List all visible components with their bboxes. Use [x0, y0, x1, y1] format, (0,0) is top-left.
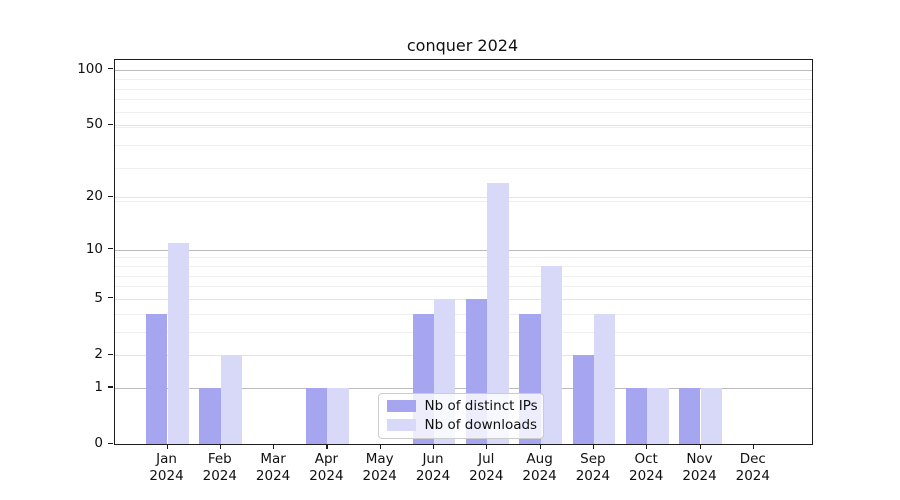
- plot-area: [114, 58, 813, 446]
- x-tick-label: Nov 2024: [682, 451, 717, 484]
- minor-gridline: [115, 126, 812, 128]
- x-tick: [326, 444, 328, 449]
- y-tick-label: 20: [85, 188, 103, 205]
- x-tick-label: Feb 2024: [202, 451, 237, 484]
- y-tick: [108, 68, 113, 70]
- bar-nb-of-distinct-ips-jan: [146, 313, 168, 445]
- y-tick: [108, 123, 113, 125]
- bar-nb-of-downloads-aug: [540, 265, 562, 445]
- minor-gridline: [115, 111, 812, 113]
- minor-gridline: [115, 257, 812, 259]
- minor-gridline: [115, 79, 812, 81]
- x-tick: [699, 444, 701, 449]
- x-tick-label: Jan 2024: [149, 451, 184, 484]
- x-tick: [273, 444, 275, 449]
- x-tick-label: Mar 2024: [255, 451, 291, 484]
- minor-gridline: [115, 286, 812, 288]
- minor-gridline: [115, 88, 812, 90]
- x-tick-label: Apr 2024: [309, 451, 344, 484]
- gridline: [115, 298, 812, 300]
- x-tick: [166, 444, 168, 449]
- y-tick-label: 0: [94, 435, 103, 452]
- bar-nb-of-distinct-ips-sep: [572, 355, 594, 445]
- minor-gridline: [115, 201, 812, 203]
- y-tick-label: 5: [94, 289, 103, 306]
- y-tick: [108, 386, 113, 388]
- major-gridline: [115, 69, 812, 71]
- gridline: [115, 355, 812, 357]
- y-tick-label: 2: [94, 346, 103, 363]
- minor-gridline: [115, 313, 812, 315]
- bar-nb-of-downloads-feb: [220, 355, 243, 445]
- x-tick: [646, 444, 648, 449]
- y-tick-label: 100: [77, 60, 103, 77]
- gridline: [115, 197, 812, 199]
- x-tick-label: Oct 2024: [629, 451, 664, 484]
- y-tick: [108, 442, 113, 444]
- minor-gridline: [115, 168, 812, 170]
- bar-nb-of-downloads-sep: [593, 313, 616, 445]
- y-tick-label: 50: [85, 116, 103, 133]
- gridline: [115, 125, 812, 127]
- y-tick: [108, 195, 113, 197]
- x-tick-label: Jun 2024: [415, 451, 451, 484]
- legend-item-downloads: Nb of downloads: [379, 416, 543, 434]
- y-tick-label: 10: [85, 240, 103, 257]
- bar-nb-of-downloads-nov: [700, 388, 722, 445]
- bar-nb-of-downloads-apr: [327, 388, 349, 445]
- x-tick-label: May 2024: [362, 451, 397, 484]
- y-tick: [108, 297, 113, 299]
- y-tick-label: 1: [94, 379, 103, 396]
- legend: Nb of distinct IPs Nb of downloads: [377, 393, 544, 439]
- bar-nb-of-downloads-oct: [647, 388, 669, 445]
- x-tick: [219, 444, 221, 449]
- x-tick: [379, 444, 381, 449]
- x-tick: [539, 444, 541, 449]
- bar-nb-of-distinct-ips-apr: [306, 388, 328, 445]
- chart-title: conquer 2024: [406, 36, 519, 55]
- legend-swatch-distinct-ips: [386, 400, 416, 413]
- legend-item-distinct-ips: Nb of distinct IPs: [379, 397, 543, 415]
- major-gridline: [115, 388, 812, 390]
- legend-label-distinct-ips: Nb of distinct IPs: [424, 398, 538, 415]
- y-tick: [108, 353, 113, 355]
- minor-gridline: [115, 99, 812, 101]
- x-tick: [433, 444, 435, 449]
- major-gridline: [115, 249, 812, 251]
- minor-gridline: [115, 331, 812, 333]
- minor-gridline: [115, 265, 812, 267]
- x-tick-label: Aug 2024: [522, 451, 557, 484]
- x-tick: [592, 444, 595, 449]
- legend-label-downloads: Nb of downloads: [424, 417, 538, 434]
- bar-nb-of-distinct-ips-nov: [679, 388, 701, 445]
- x-tick-label: Dec 2024: [735, 451, 770, 484]
- x-tick-label: Sep 2024: [575, 451, 611, 484]
- x-tick: [752, 444, 754, 449]
- minor-gridline: [115, 144, 812, 146]
- x-tick-label: Jul 2024: [469, 451, 504, 484]
- bar-nb-of-downloads-jan: [167, 242, 189, 445]
- bar-nb-of-downloads-jul: [487, 183, 509, 445]
- minor-gridline: [115, 275, 812, 277]
- legend-swatch-downloads: [386, 419, 416, 432]
- x-tick: [486, 444, 488, 449]
- y-tick: [108, 248, 113, 250]
- bar-nb-of-distinct-ips-oct: [625, 388, 648, 445]
- bar-nb-of-distinct-ips-feb: [199, 388, 221, 445]
